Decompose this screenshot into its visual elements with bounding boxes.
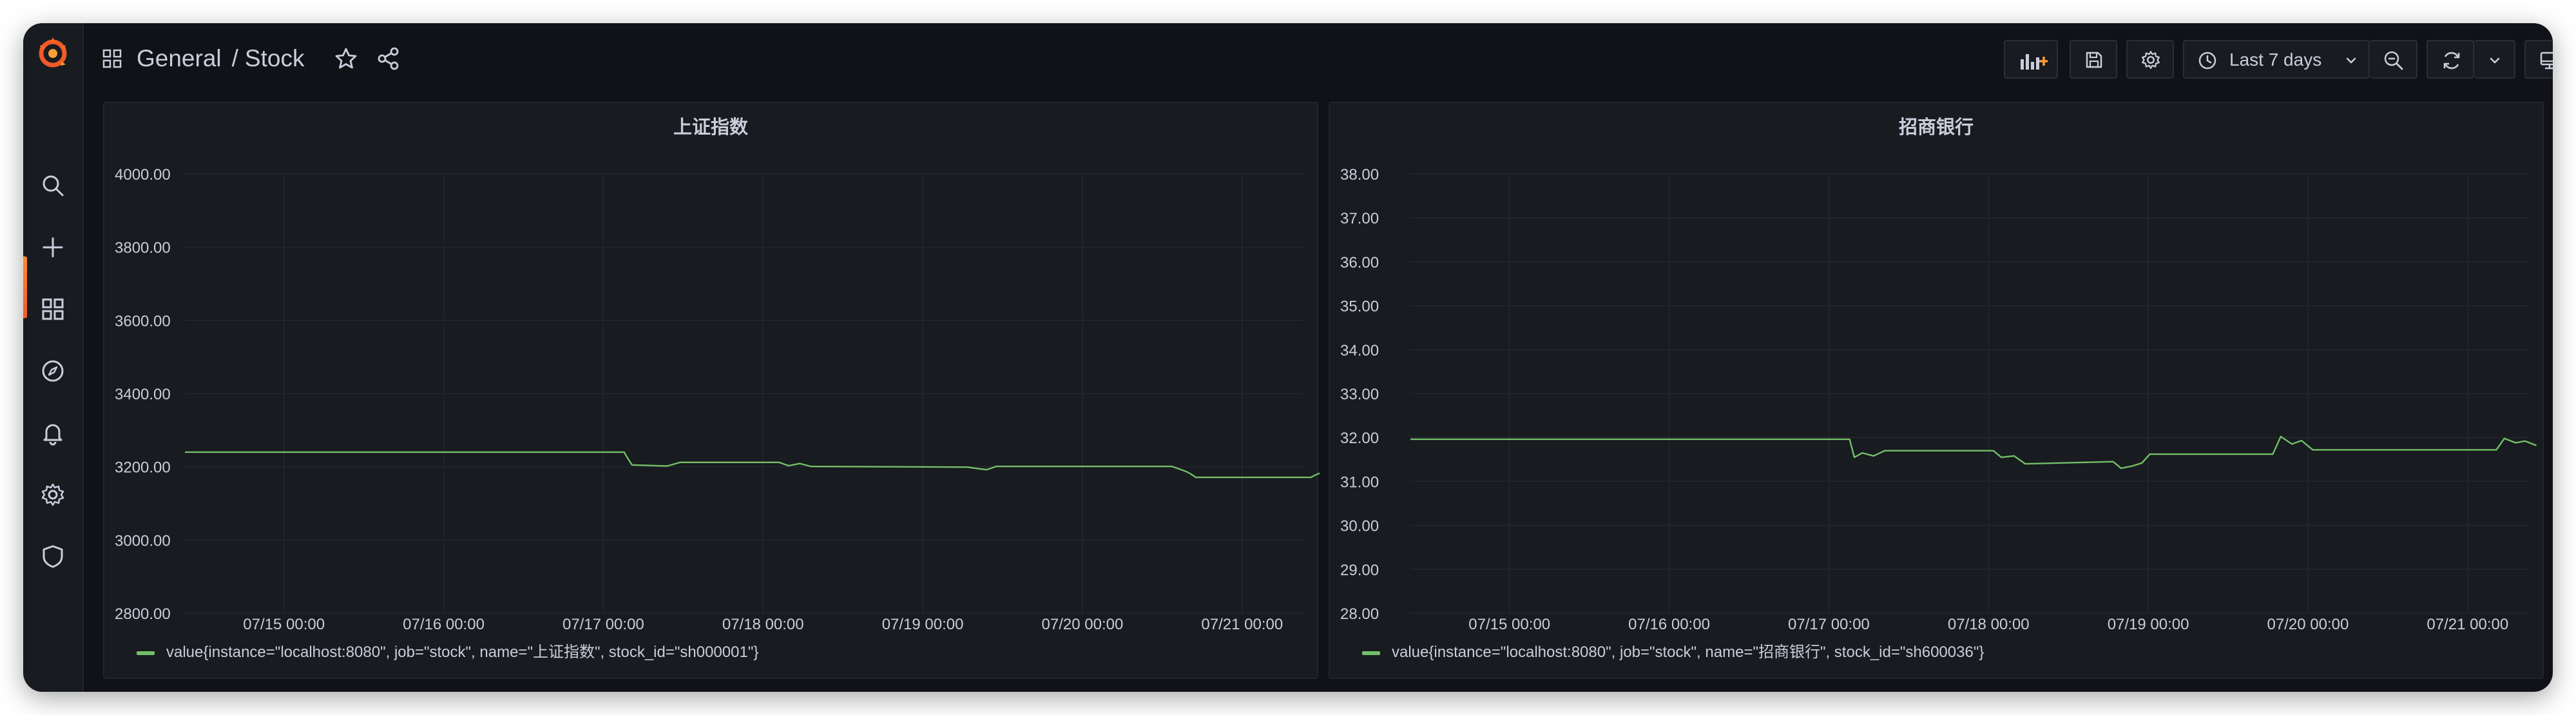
save-icon: [2086, 52, 2102, 68]
y-tick-label: 30.00: [1340, 518, 1379, 535]
x-tick-label: 07/21 00:00: [2427, 616, 2508, 633]
y-tick-label: 2800.00: [115, 605, 171, 623]
y-tick-label: 37.00: [1340, 210, 1379, 227]
refresh-icon: [2443, 52, 2460, 70]
x-tick-label: 07/16 00:00: [1628, 616, 1710, 633]
breadcrumb: General / Stock: [137, 43, 304, 75]
y-tick-label: 3000.00: [115, 532, 171, 549]
y-tick-label: 3200.00: [115, 459, 171, 477]
top-navbar: General / Stock: [82, 23, 2553, 94]
star-icon[interactable]: [334, 46, 358, 71]
x-tick-label: 07/19 00:00: [2108, 616, 2189, 633]
series-line[interactable]: [185, 451, 1320, 479]
legend-swatch: [1362, 651, 1380, 655]
x-tick-label: 07/18 00:00: [1948, 616, 2030, 633]
sidebar: [23, 23, 84, 692]
time-range-label: Last 7 days: [2229, 50, 2322, 70]
dashboard-title[interactable]: Stock: [244, 45, 305, 72]
shield-icon[interactable]: [40, 544, 66, 569]
zoom-out-icon: [2384, 51, 2403, 70]
dashboards-icon[interactable]: [40, 296, 66, 322]
line-chart[interactable]: 4000.00 3800.00 3600.00 3400.00 3200.00 3000.…: [104, 103, 1320, 680]
refresh-interval-dropdown[interactable]: [2474, 40, 2515, 79]
y-tick-label: 32.00: [1340, 430, 1379, 447]
x-tick-label: 07/20 00:00: [2267, 616, 2349, 633]
time-range-picker[interactable]: Last 7 days: [2183, 40, 2370, 79]
y-tick-label: 3800.00: [115, 240, 171, 257]
x-tick-label: 07/15 00:00: [1468, 616, 1550, 633]
legend-item[interactable]: value{instance="localhost:8080", job="st…: [137, 639, 758, 662]
alerting-icon[interactable]: [40, 420, 66, 446]
chart-panel-shanghai-index[interactable]: 上证指数 4000.00 3800.00 3600.00 3400.00 3200.00…: [103, 102, 1320, 680]
y-tick-label: 31.00: [1340, 473, 1379, 491]
chevron-down-icon: [2490, 57, 2500, 64]
dashboards-icon: [102, 49, 122, 68]
y-tick-label: 34.00: [1340, 342, 1379, 359]
search-icon[interactable]: [40, 173, 66, 198]
active-indicator: [23, 256, 27, 318]
line-chart[interactable]: 38.00 37.00 36.00 35.00 34.00 33.00 32.00 31.00…: [1330, 103, 2545, 680]
add-panel-button[interactable]: [2004, 40, 2058, 79]
gear-icon: [2142, 51, 2160, 69]
legend-swatch: [137, 651, 155, 655]
legend-item[interactable]: value{instance="localhost:8080", job="st…: [1362, 639, 1984, 662]
x-tick-label: 07/21 00:00: [1201, 616, 1283, 633]
y-tick-label: 29.00: [1340, 562, 1379, 579]
x-tick-label: 07/17 00:00: [1788, 616, 1870, 633]
x-tick-label: 07/15 00:00: [243, 616, 325, 633]
breadcrumb-separator: /: [231, 45, 238, 72]
refresh-button[interactable]: [2427, 40, 2474, 79]
grafana-window: General / Stock: [23, 23, 2553, 692]
x-tick-label: 07/16 00:00: [403, 616, 485, 633]
y-tick-label: 33.00: [1340, 386, 1379, 403]
grafana-logo-icon[interactable]: [32, 32, 73, 73]
y-tick-label: 38.00: [1340, 166, 1379, 184]
y-tick-label: 3600.00: [115, 312, 171, 330]
y-tick-label: 3400.00: [115, 386, 171, 403]
zoom-out-button[interactable]: [2370, 40, 2417, 79]
breadcrumb-folder[interactable]: General: [137, 45, 222, 72]
share-icon[interactable]: [376, 46, 401, 71]
x-tick-label: 07/18 00:00: [722, 616, 804, 633]
y-tick-label: 4000.00: [115, 166, 171, 184]
panel-title[interactable]: 招商银行: [1898, 117, 1974, 138]
plus-icon[interactable]: [40, 234, 66, 260]
x-tick-label: 07/17 00:00: [562, 616, 644, 633]
y-tick-label: 35.00: [1340, 298, 1379, 316]
x-tick-label: 07/20 00:00: [1042, 616, 1124, 633]
panel-title[interactable]: 上证指数: [673, 117, 748, 138]
y-tick-label: 36.00: [1340, 254, 1379, 271]
x-tick-label: 07/19 00:00: [882, 616, 964, 633]
clock-icon: [2198, 52, 2216, 70]
legend-label: value{instance="localhost:8080", job="st…: [1392, 644, 1985, 661]
tv-mode-button[interactable]: [2524, 40, 2553, 79]
save-dashboard-button[interactable]: [2070, 40, 2117, 79]
y-tick-label: 28.00: [1340, 605, 1379, 623]
add-panel-icon: [2021, 54, 2048, 70]
chevron-down-icon: [2346, 57, 2356, 64]
dashboard-settings-button[interactable]: [2126, 40, 2174, 79]
monitor-icon: [2540, 52, 2553, 70]
legend-label: value{instance="localhost:8080", job="st…: [166, 644, 759, 661]
configuration-icon[interactable]: [40, 482, 66, 508]
explore-icon[interactable]: [40, 358, 66, 384]
chart-panel-cmb[interactable]: 招商银行 38.00 37.00 36.00 35.00 34.00 33.00 32.00…: [1329, 102, 2544, 679]
series-line[interactable]: [1410, 435, 2537, 470]
